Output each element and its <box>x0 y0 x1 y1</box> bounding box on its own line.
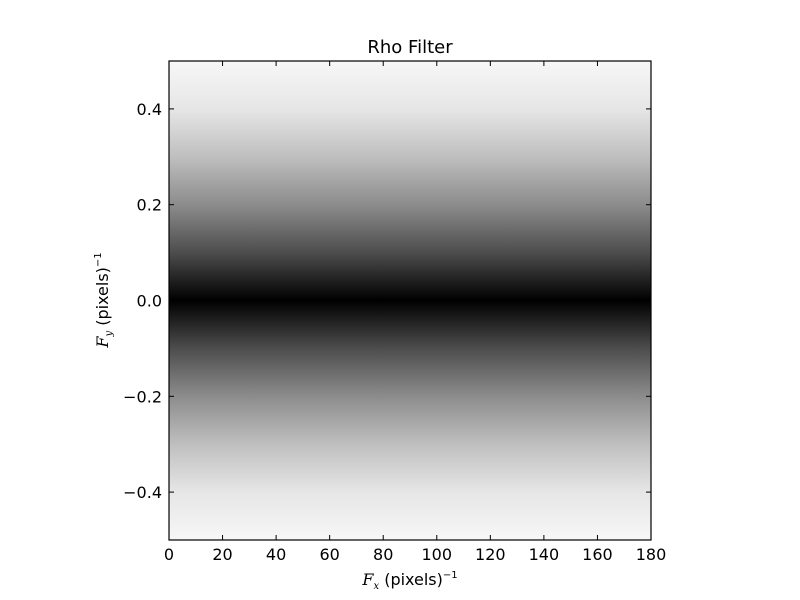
x-tick-label: 0 <box>164 545 174 564</box>
y-axis-label: Fy (pixels)−1 <box>93 252 115 348</box>
x-tick-label: 40 <box>266 545 286 564</box>
x-tick-label: 60 <box>319 545 339 564</box>
x-tick-label: 140 <box>529 545 560 564</box>
y-tick-label: −0.4 <box>123 483 162 502</box>
heatmap-image <box>169 61 651 540</box>
x-axis-label-symbol: F <box>361 570 374 589</box>
x-tick-label: 80 <box>373 545 393 564</box>
y-axis-label-superscript: −1 <box>93 252 104 267</box>
y-axis-label-subscript: y <box>104 331 115 338</box>
y-axis-label-text: (pixels) <box>93 267 112 331</box>
x-tick-label: 180 <box>636 545 667 564</box>
x-axis-label-subscript: x <box>373 581 379 592</box>
x-tick-label: 120 <box>475 545 506 564</box>
x-axis-label-text: (pixels) <box>379 570 443 589</box>
y-tick-label: 0.0 <box>137 292 162 311</box>
x-tick-label: 160 <box>582 545 613 564</box>
x-axis-ticks: 0 20 40 60 80 100 120 140 160 180 <box>164 61 666 564</box>
x-axis-label-superscript: −1 <box>443 570 458 581</box>
x-axis-label: Fx (pixels)−1 <box>361 570 457 592</box>
y-tick-label: −0.2 <box>123 387 162 406</box>
chart-title: Rho Filter <box>367 37 453 58</box>
x-tick-label: 20 <box>212 545 232 564</box>
x-tick-label: 100 <box>422 545 453 564</box>
y-tick-label: 0.2 <box>137 196 162 215</box>
y-axis-label-symbol: F <box>93 336 112 349</box>
y-axis-ticks: 0.4 0.2 0.0 −0.2 −0.4 <box>123 100 651 502</box>
y-tick-label: 0.4 <box>137 100 162 119</box>
